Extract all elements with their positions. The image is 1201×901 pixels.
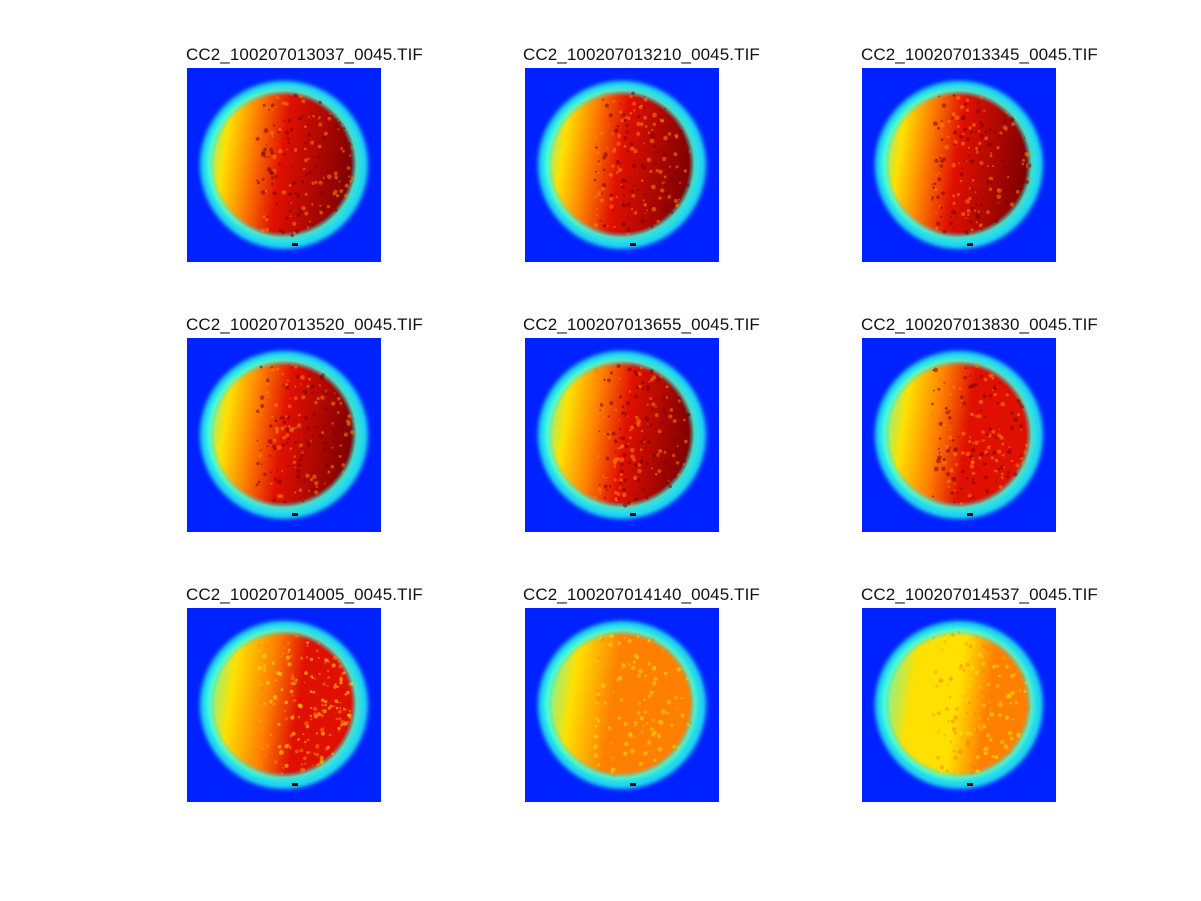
- image-panel: CC2_100207014005_0045.TIF: [186, 584, 486, 824]
- speckle-texture: [930, 363, 1029, 506]
- speckle-texture: [256, 633, 354, 775]
- disc-marker: [292, 243, 298, 246]
- disc-image-svg: [525, 338, 719, 532]
- panel-title: CC2_100207014140_0045.TIF: [523, 585, 760, 604]
- image-panel: CC2_100207013037_0045.TIF: [186, 44, 486, 284]
- disc-image-svg: [862, 68, 1056, 262]
- speckle-texture: [255, 363, 355, 504]
- disc-marker: [630, 783, 636, 786]
- disc-image-svg: [525, 608, 719, 802]
- speckle-texture: [255, 93, 355, 238]
- disc-marker: [292, 513, 298, 516]
- disc-rim: [879, 355, 1037, 513]
- disc-marker: [292, 783, 298, 786]
- disc-image-svg: [862, 608, 1056, 802]
- panel-title: CC2_100207013520_0045.TIF: [186, 315, 423, 334]
- disc-image-svg: [525, 68, 719, 262]
- image-heatmap: [525, 338, 719, 532]
- image-panel: CC2_100207013210_0045.TIF: [523, 44, 823, 284]
- disc-rim: [204, 355, 362, 513]
- image-heatmap: [525, 608, 719, 802]
- disc-rim: [204, 625, 362, 783]
- disc-marker: [630, 243, 636, 246]
- image-heatmap: [187, 68, 381, 262]
- image-panel: CC2_100207013830_0045.TIF: [861, 314, 1161, 554]
- disc-rim: [879, 85, 1037, 243]
- speckle-texture: [593, 633, 693, 777]
- speckle-texture: [931, 631, 1030, 775]
- panel-title: CC2_100207013655_0045.TIF: [523, 315, 760, 334]
- speckle-texture: [931, 93, 1032, 235]
- image-heatmap: [862, 338, 1056, 532]
- disc-image-svg: [187, 338, 381, 532]
- image-panel: CC2_100207013520_0045.TIF: [186, 314, 486, 554]
- speckle-texture: [593, 364, 691, 508]
- image-panel: CC2_100207014140_0045.TIF: [523, 584, 823, 824]
- image-panel: CC2_100207013345_0045.TIF: [861, 44, 1161, 284]
- panel-title: CC2_100207013345_0045.TIF: [861, 45, 1098, 64]
- disc-marker: [967, 783, 973, 786]
- panel-title: CC2_100207013037_0045.TIF: [186, 45, 423, 64]
- disc-image-svg: [187, 608, 381, 802]
- image-heatmap: [187, 338, 381, 532]
- image-heatmap: [862, 68, 1056, 262]
- disc-marker: [967, 513, 973, 516]
- disc-rim: [879, 625, 1037, 783]
- disc-marker: [967, 243, 973, 246]
- disc-image-svg: [862, 338, 1056, 532]
- panel-title: CC2_100207014537_0045.TIF: [861, 585, 1098, 604]
- disc-rim: [204, 85, 362, 243]
- disc-marker: [630, 513, 636, 516]
- panel-title: CC2_100207014005_0045.TIF: [186, 585, 423, 604]
- disc-rim: [542, 625, 700, 783]
- image-panel: CC2_100207014537_0045.TIF: [861, 584, 1161, 824]
- panel-title: CC2_100207013210_0045.TIF: [523, 45, 760, 64]
- disc-image-svg: [187, 68, 381, 262]
- speckle-texture: [593, 91, 691, 237]
- disc-rim: [542, 355, 700, 513]
- panel-title: CC2_100207013830_0045.TIF: [861, 315, 1098, 334]
- disc-rim: [542, 85, 700, 243]
- image-heatmap: [862, 608, 1056, 802]
- image-panel: CC2_100207013655_0045.TIF: [523, 314, 823, 554]
- image-heatmap: [187, 608, 381, 802]
- image-heatmap: [525, 68, 719, 262]
